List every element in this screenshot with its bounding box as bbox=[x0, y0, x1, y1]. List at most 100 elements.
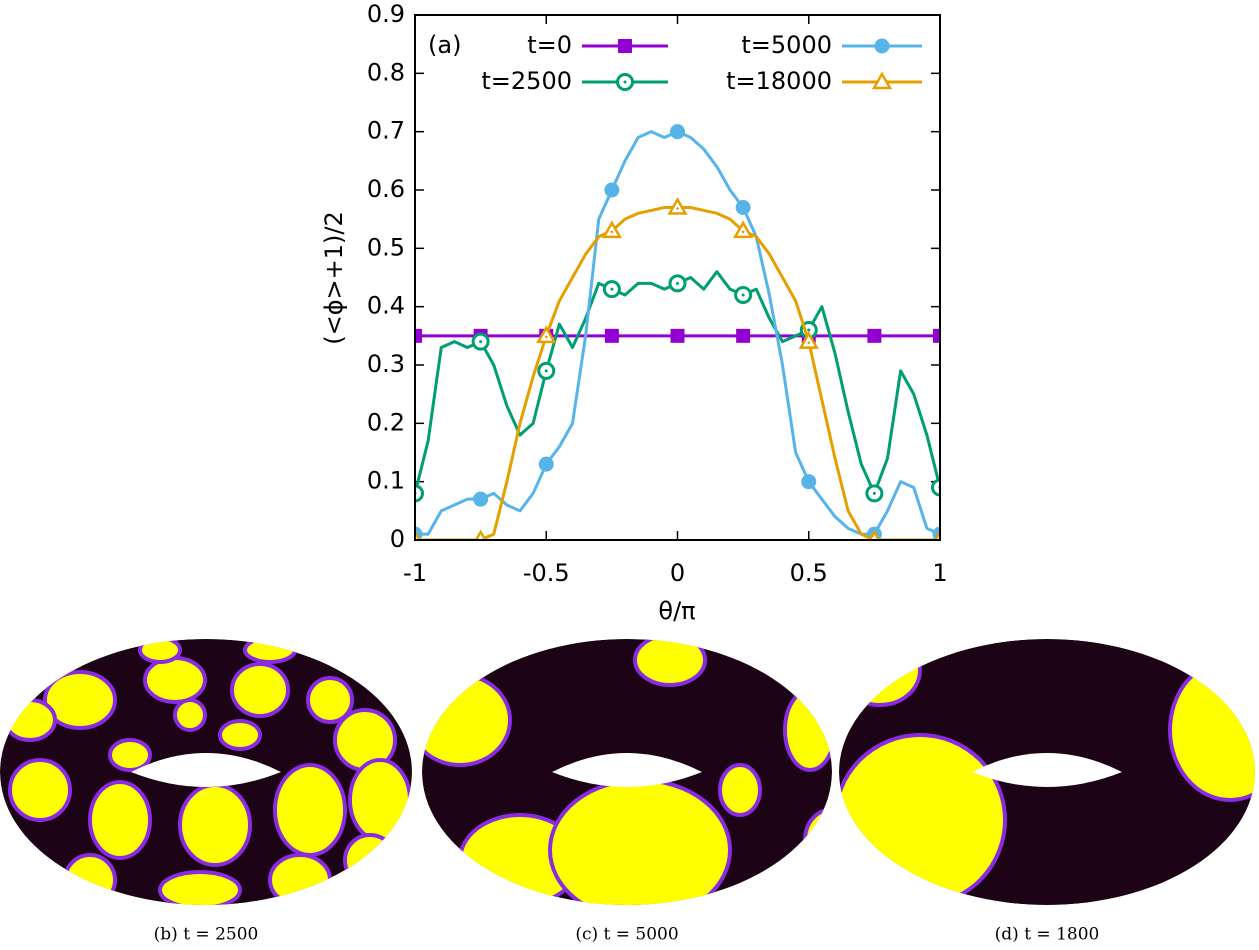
marker-shape bbox=[801, 474, 817, 490]
marker-shape bbox=[670, 124, 685, 140]
marker-shape bbox=[667, 196, 688, 215]
domain bbox=[138, 639, 182, 664]
marker bbox=[602, 280, 621, 299]
marker-shape bbox=[871, 71, 893, 90]
domain bbox=[633, 639, 707, 687]
torus bbox=[422, 639, 832, 905]
domain bbox=[230, 662, 290, 718]
torus-hole bbox=[972, 753, 1122, 787]
legend-marker bbox=[616, 73, 634, 91]
domain bbox=[718, 763, 762, 817]
marker bbox=[670, 124, 685, 140]
marker-shape bbox=[931, 478, 940, 497]
marker-dot bbox=[872, 491, 876, 495]
marker bbox=[668, 274, 687, 293]
domain bbox=[143, 656, 207, 704]
y-tick-label: 0.7 bbox=[367, 117, 405, 145]
torus bbox=[0, 639, 412, 905]
domain bbox=[43, 670, 117, 730]
domain bbox=[218, 719, 262, 751]
marker bbox=[601, 220, 623, 239]
caption: (b) t = 2500 bbox=[154, 925, 259, 945]
legend-marker bbox=[618, 39, 632, 53]
legend-label: t=0 bbox=[527, 31, 572, 59]
domain bbox=[548, 778, 732, 905]
domain bbox=[158, 870, 242, 905]
marker-dot bbox=[610, 230, 614, 234]
marker-dot bbox=[623, 80, 627, 84]
domain bbox=[243, 639, 297, 664]
marker-shape bbox=[933, 328, 940, 343]
marker bbox=[473, 491, 489, 507]
marker-dot bbox=[610, 287, 614, 291]
caption: (d) t = 1800 bbox=[995, 925, 1100, 945]
domain bbox=[348, 758, 412, 842]
marker-shape bbox=[473, 491, 489, 507]
y-tick-label: 0.8 bbox=[367, 58, 405, 86]
marker-shape bbox=[798, 331, 819, 349]
marker-shape bbox=[604, 328, 619, 343]
marker bbox=[801, 474, 817, 490]
x-axis-label: θ/π bbox=[658, 597, 695, 625]
domain bbox=[8, 758, 72, 822]
marker-dot bbox=[676, 281, 679, 285]
domain bbox=[88, 780, 152, 860]
marker bbox=[867, 328, 882, 343]
marker bbox=[538, 456, 554, 472]
domain bbox=[343, 833, 397, 887]
legend-label: t=5000 bbox=[741, 31, 832, 59]
y-tick-label: 0.4 bbox=[367, 292, 405, 320]
marker-dot bbox=[544, 369, 548, 373]
panel-label: (a) bbox=[428, 31, 461, 59]
marker bbox=[604, 328, 619, 343]
marker-dot bbox=[807, 328, 811, 332]
marker-shape bbox=[732, 220, 754, 239]
plot-frame bbox=[414, 14, 941, 541]
series-line bbox=[415, 270, 940, 495]
marker-shape bbox=[618, 39, 632, 53]
domain bbox=[839, 733, 1007, 905]
marker bbox=[471, 332, 490, 351]
legend-marker bbox=[871, 71, 893, 90]
marker bbox=[732, 220, 754, 239]
torus-hole bbox=[552, 753, 702, 787]
marker-dot bbox=[479, 340, 483, 344]
domain bbox=[273, 763, 347, 857]
marker-shape bbox=[867, 328, 882, 343]
marker-dot bbox=[741, 230, 745, 234]
y-tick-label: 0.3 bbox=[367, 350, 405, 378]
marker bbox=[798, 331, 819, 349]
marker-dot bbox=[741, 293, 745, 297]
y-tick-label: 0.1 bbox=[367, 467, 405, 495]
marker-shape bbox=[415, 484, 424, 503]
domain bbox=[3, 698, 57, 742]
x-tick-label: -0.5 bbox=[523, 559, 570, 587]
marker-dot bbox=[676, 207, 679, 210]
y-tick-label: 0.6 bbox=[367, 175, 405, 203]
domain bbox=[173, 698, 207, 732]
domain bbox=[108, 738, 152, 772]
domain bbox=[803, 808, 832, 872]
domain bbox=[306, 676, 354, 724]
marker-shape bbox=[874, 38, 890, 54]
x-tick-label: -1 bbox=[403, 559, 427, 587]
marker-shape bbox=[604, 182, 620, 198]
marker bbox=[865, 484, 884, 503]
domain bbox=[178, 783, 252, 867]
marker-shape bbox=[736, 328, 751, 343]
marker bbox=[415, 328, 422, 343]
domain bbox=[783, 688, 832, 772]
marker-shape bbox=[415, 328, 422, 343]
caption: (c) t = 5000 bbox=[575, 925, 678, 945]
marker bbox=[735, 200, 751, 215]
torus-images bbox=[0, 639, 1255, 905]
marker bbox=[604, 182, 620, 198]
legend-label: t=2500 bbox=[481, 67, 572, 95]
plot-area bbox=[415, 124, 940, 540]
domain bbox=[839, 639, 922, 707]
marker bbox=[734, 286, 753, 304]
marker-shape bbox=[538, 456, 554, 472]
domain bbox=[268, 853, 332, 905]
